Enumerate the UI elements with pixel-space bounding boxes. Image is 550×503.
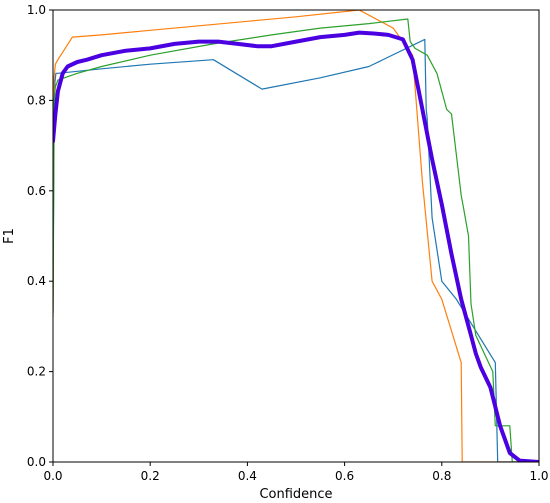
series-line-2 [53,10,539,462]
plot-frame [52,9,540,463]
y-tick-label: 0.6 [27,184,46,198]
x-tick-label: 0.8 [432,469,451,483]
x-tick-label: 0.4 [238,469,257,483]
ticks-layer: 0.0 0.2 0.4 0.6 0.8 1.0 0.0 0.2 0.4 0.6 0.8 1.0 [27,3,549,483]
y-tick-label: 0.8 [27,93,46,107]
series-line-3 [53,18,539,462]
x-tick-label: 1.0 [529,469,548,483]
x-tick-label: 0.2 [141,469,160,483]
series-line-4 [53,30,539,462]
x-tick-label: 0.6 [335,469,354,483]
series-line-1 [53,38,539,462]
y-tick-label: 0.4 [27,274,46,288]
y-tick-label: 0.2 [27,365,46,379]
y-tick-label: 0.0 [27,455,46,469]
x-axis-label: Confidence [259,487,332,502]
y-tick-label: 1.0 [27,3,46,17]
series-layer [53,10,539,462]
y-axis-label: F1 [2,228,17,244]
x-tick-label: 0.0 [43,469,62,483]
